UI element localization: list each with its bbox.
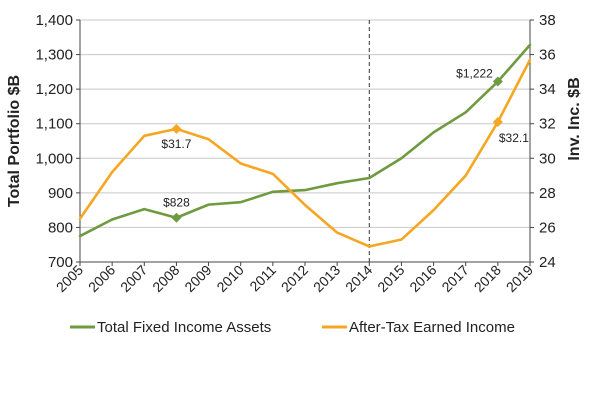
- left-tick-label: 1,300: [35, 47, 73, 64]
- right-tick-label: 36: [539, 47, 556, 64]
- legend: Total Fixed Income Assets After-Tax Earn…: [70, 319, 515, 336]
- x-tick-label: 2016: [406, 262, 439, 295]
- data-label-total-fixed-income-assets-2018: $1,222: [456, 67, 493, 81]
- left-axis-ticks: 700 800 900 1,000 1,100 1,200 1,300 1,400: [35, 12, 80, 271]
- y-axis-title: Total Portfolio $B: [6, 75, 23, 207]
- x-tick-label: 2007: [117, 262, 150, 295]
- point-marker-after-tax-earned-income-2018: [492, 116, 503, 127]
- x-tick-label: 2012: [278, 262, 311, 295]
- right-tick-label: 26: [539, 219, 556, 236]
- left-tick-label: 1,200: [35, 81, 73, 98]
- series-line-after-tax-earned-income: [78, 58, 532, 248]
- left-tick-label: 1,400: [35, 12, 73, 29]
- x-tick-label: 2011: [246, 262, 279, 295]
- right-tick-label: 32: [539, 116, 556, 133]
- x-tick-label: 2018: [471, 262, 504, 295]
- right-tick-label: 30: [539, 150, 556, 167]
- annotations: $828 $31.7 $1,222 $32.1: [161, 67, 529, 223]
- left-tick-label: 900: [48, 185, 73, 202]
- gridlines: [80, 19, 530, 263]
- right-axis-ticks: 24 26 28 30 32 34 36 38: [530, 12, 556, 271]
- x-tick-label: 2019: [503, 262, 536, 295]
- data-label-after-tax-earned-income-2008: $31.7: [161, 137, 191, 151]
- series-layer: [78, 43, 532, 248]
- point-marker-after-tax-earned-income-2008: [171, 123, 182, 134]
- x-tick-label: 2015: [374, 262, 407, 295]
- left-tick-label: 1,000: [35, 150, 73, 167]
- data-label-total-fixed-income-assets-2008: $828: [163, 196, 190, 210]
- point-marker-total-fixed-income-assets-2018: [492, 76, 503, 87]
- legend-label-after-tax-earned-income: After-Tax Earned Income: [349, 319, 515, 336]
- x-tick-label: 2013: [310, 262, 343, 295]
- right-tick-label: 24: [539, 254, 556, 271]
- point-marker-total-fixed-income-assets-2008: [171, 212, 182, 223]
- series-line-total-fixed-income-assets: [78, 43, 532, 238]
- right-tick-label: 38: [539, 12, 556, 29]
- x-tick-label: 2014: [342, 262, 375, 295]
- x-tick-label: 2008: [149, 262, 182, 295]
- x-tick-label: 2017: [438, 262, 471, 295]
- x-tick-label: 2010: [213, 262, 246, 295]
- left-tick-label: 700: [48, 254, 73, 271]
- legend-label-total-fixed-income-assets: Total Fixed Income Assets: [97, 319, 271, 336]
- x-tick-label: 2009: [181, 262, 214, 295]
- right-tick-label: 28: [539, 185, 556, 202]
- left-tick-label: 1,100: [35, 116, 73, 133]
- data-label-after-tax-earned-income-2018: $32.1: [499, 131, 529, 145]
- right-tick-label: 34: [539, 81, 556, 98]
- y2-axis-title: Inv. Inc. $B: [566, 77, 583, 160]
- left-tick-label: 800: [48, 219, 73, 236]
- x-tick-label: 2006: [85, 262, 118, 295]
